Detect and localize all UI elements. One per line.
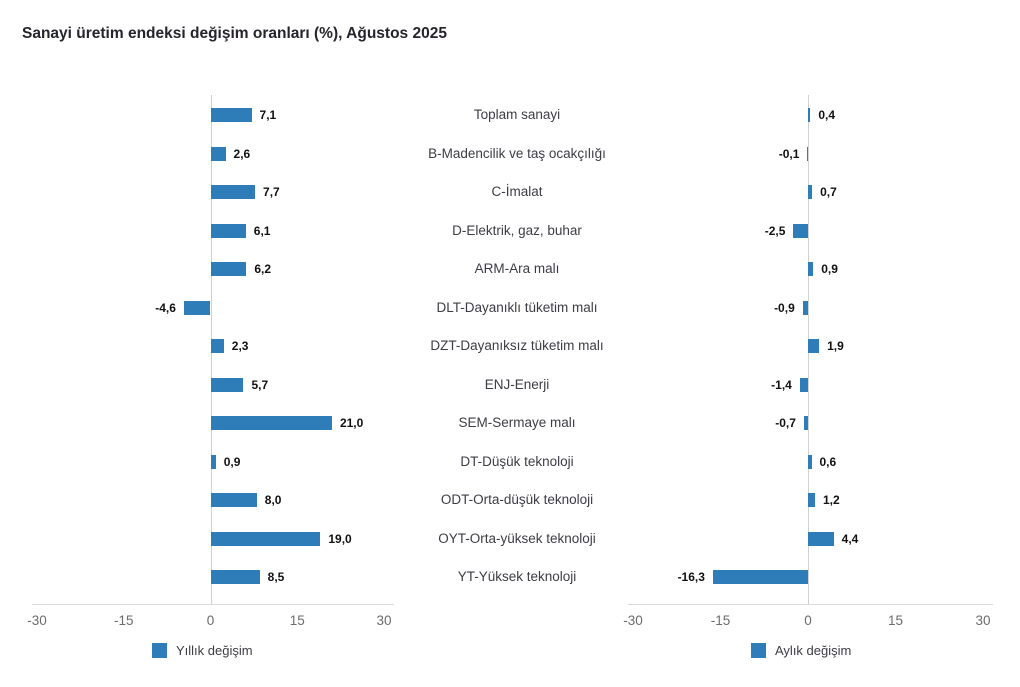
bar-value-label: 7,1 [259, 108, 277, 122]
bar [808, 108, 811, 122]
category-label: D-Elektrik, gaz, buhar [452, 222, 582, 238]
bar-value-label: -0,1 [778, 146, 800, 161]
category-label: YT-Yüksek teknoloji [457, 569, 577, 584]
bar [210, 570, 260, 584]
bar-value-label: 21,0 [339, 416, 364, 430]
x-axis-tick-label: 15 [289, 613, 305, 628]
bar-value-label: -2,5 [764, 223, 786, 238]
bar [210, 146, 226, 161]
bar [808, 531, 834, 546]
legend-swatch-icon [751, 643, 766, 658]
category-label: DZT-Dayanıksız tüketim malı [430, 338, 604, 353]
x-axis-tick-label: 30 [376, 613, 392, 628]
bar-value-label: 0,6 [819, 454, 837, 469]
category-label: Toplam sanayi [473, 107, 561, 122]
bar [799, 377, 808, 392]
bar-value-label: 0,9 [821, 262, 838, 276]
bar-value-label: 2,3 [231, 339, 249, 353]
category-label: ODT-Orta-düşük teknoloji [440, 492, 594, 507]
bar [808, 493, 815, 507]
category-label: ENJ-Enerji [484, 376, 550, 392]
bar-value-label: 19,0 [328, 531, 352, 546]
x-axis-tick-label: -15 [113, 613, 134, 628]
bar-value-label: -0,9 [774, 300, 795, 315]
bar-value-label: 7,7 [263, 185, 280, 199]
bar [210, 262, 247, 276]
category-label: ARM-Ara malı [474, 261, 560, 276]
x-axis-line [628, 604, 993, 605]
bar-value-label: 0,9 [223, 454, 241, 469]
bar [183, 300, 211, 315]
bar-value-label: 8,0 [264, 493, 282, 507]
x-axis-tick-label: -30 [623, 613, 643, 628]
bar [210, 493, 257, 507]
bar-value-label: -1,4 [771, 377, 792, 392]
bar [802, 300, 808, 315]
monthly-change-plot: -30 -15 0 15 30 0,4 -0,1 0,7 -2,5 0,9 -0,9 1,9 -1,4 -… [623, 95, 993, 628]
bar [803, 416, 808, 430]
bar-value-label: 2,6 [233, 146, 251, 161]
bar-value-label: 6,2 [254, 262, 272, 276]
bar [808, 339, 820, 353]
category-label: B-Madencilik ve taş ocakçılığı [428, 145, 606, 161]
bar-value-label: 4,4 [841, 531, 859, 546]
category-labels-column: Toplam sanayi B-Madencilik ve taş ocakçıl… [397, 95, 637, 604]
x-axis-tick-label: 0 [804, 613, 812, 628]
bar [712, 570, 808, 584]
x-axis-tick-label: -30 [27, 613, 47, 628]
bar [793, 223, 808, 238]
bar [808, 454, 812, 469]
bar-value-label: 8,5 [267, 570, 285, 584]
bar [210, 531, 321, 546]
chart-title: Sanayi üretim endeksi değişim oranları (… [22, 25, 447, 42]
legend-label-monthly: Aylık değişim [775, 643, 852, 658]
x-axis-tick-label: 15 [887, 613, 904, 628]
bar [808, 262, 814, 276]
bar-value-label: -0,7 [775, 416, 796, 430]
legend-swatch-icon [152, 643, 167, 658]
category-label: OYT-Orta-yüksek teknoloji [438, 530, 596, 546]
category-label: SEM-Sermaye malı [458, 415, 576, 430]
legend-annual-change: Yıllık değişim [152, 643, 253, 658]
bar-value-label: -16,3 [677, 570, 705, 584]
bar-value-label: -4,6 [155, 300, 176, 315]
bar [210, 454, 216, 469]
bar-value-label: 1,2 [823, 493, 840, 507]
bar [210, 108, 252, 122]
bar [807, 146, 808, 161]
bar [210, 223, 246, 238]
bar-value-label: 0,4 [818, 108, 836, 122]
category-label: C-İmalat [491, 184, 543, 199]
x-axis-tick-label: 0 [206, 613, 215, 628]
bar [210, 339, 224, 353]
bar [210, 377, 244, 392]
legend-monthly-change: Aylık değişim [751, 643, 851, 658]
x-axis-tick-label: 30 [975, 613, 991, 628]
bar [210, 416, 332, 430]
x-axis-line [32, 604, 394, 605]
bar [210, 185, 256, 199]
category-label: DT-Düşük teknoloji [460, 453, 574, 469]
bar-value-label: 1,9 [827, 339, 844, 353]
bar [808, 185, 813, 199]
bar-value-label: 6,1 [253, 223, 271, 238]
x-axis-tick-label: -15 [710, 613, 731, 628]
category-label: DLT-Dayanıklı tüketim malı [436, 299, 598, 315]
annual-change-plot: -30 -15 0 15 30 7,1 2,6 7,7 6,1 6,2 -4,6 2,3 5,7 21,0… [27, 95, 394, 628]
bar-value-label: 5,7 [251, 377, 269, 392]
legend-label-annual: Yıllık değişim [176, 643, 253, 658]
bar-value-label: 0,7 [820, 185, 837, 199]
